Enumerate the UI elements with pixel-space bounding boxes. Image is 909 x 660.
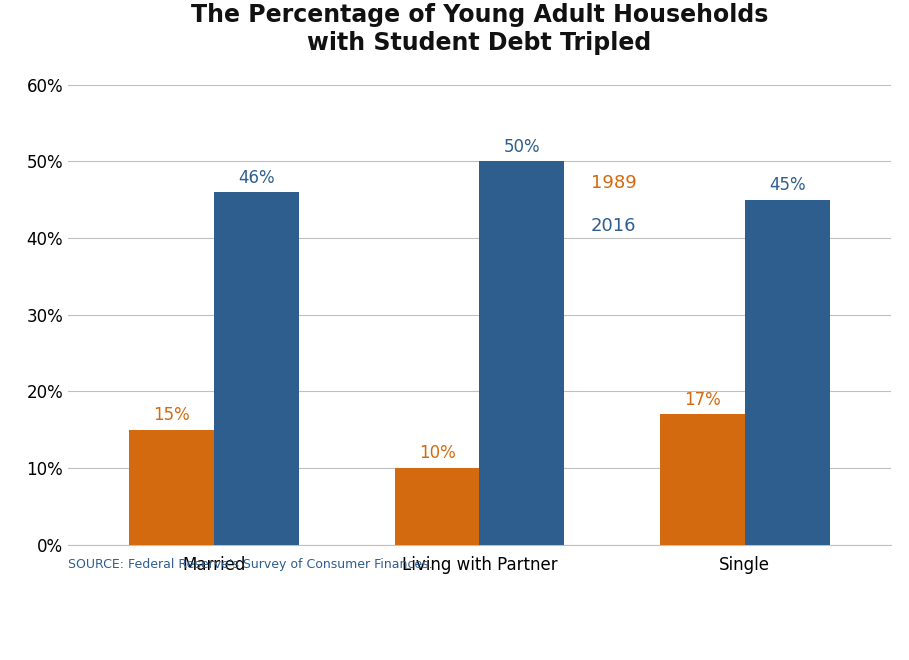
Text: 15%: 15%	[154, 406, 190, 424]
Title: The Percentage of Young Adult Households
with Student Debt Tripled: The Percentage of Young Adult Households…	[191, 3, 768, 55]
Text: SOURCE: Federal Reserve's Survey of Consumer Finances.: SOURCE: Federal Reserve's Survey of Cons…	[68, 558, 433, 571]
Bar	[744, 199, 830, 544]
Text: 2016: 2016	[591, 217, 636, 235]
Text: 45%: 45%	[769, 176, 805, 194]
Bar	[660, 414, 744, 544]
Bar	[129, 430, 215, 544]
Text: 17%: 17%	[684, 391, 721, 409]
Bar	[395, 468, 479, 544]
Bar	[480, 161, 564, 544]
Text: 10%: 10%	[419, 444, 455, 463]
Text: Federal Reserve Bank of St. Louis: Federal Reserve Bank of St. Louis	[23, 618, 309, 636]
Text: 1989: 1989	[591, 174, 636, 192]
Bar	[215, 192, 299, 544]
Text: 50%: 50%	[504, 138, 540, 156]
Text: 46%: 46%	[238, 168, 275, 187]
